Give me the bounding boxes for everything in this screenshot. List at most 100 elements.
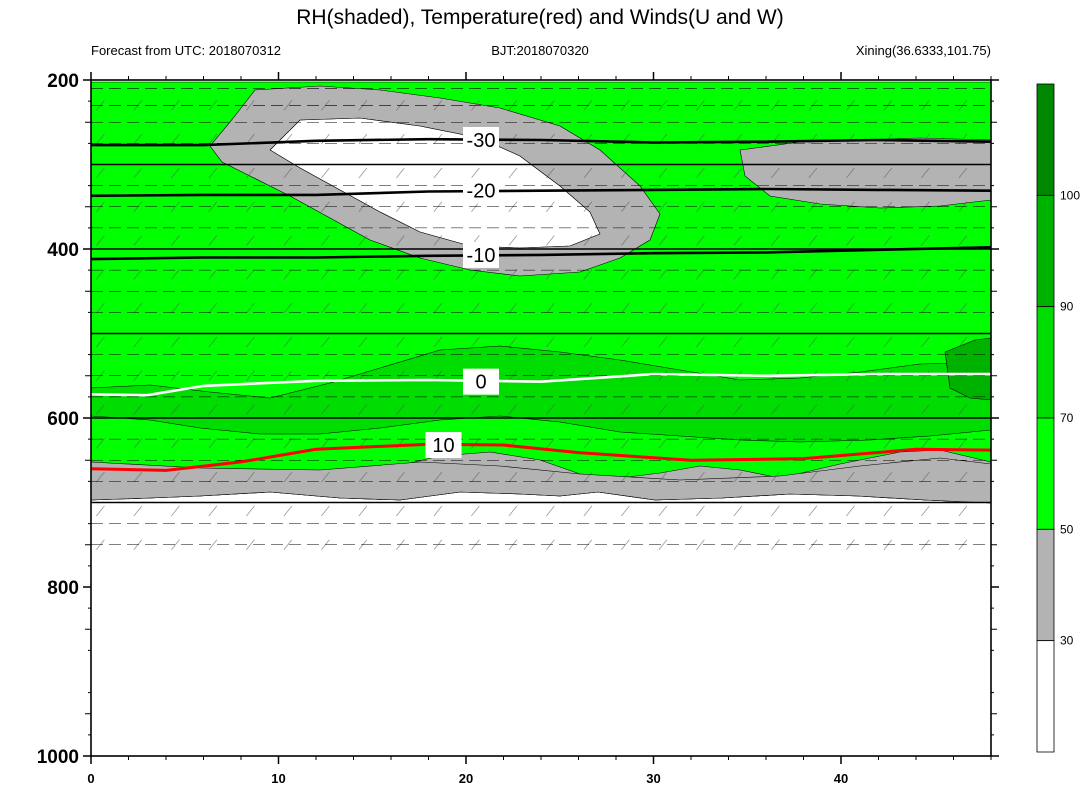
rh-region-gray-upper [209,85,661,277]
wind-barb [321,167,330,179]
wind-barb [583,302,593,314]
wind-barb [621,269,630,280]
wind-barb [246,235,255,246]
wind-barb [246,167,255,179]
contour-label-0: 0 [463,368,499,395]
wind-barb [358,404,368,415]
wind-barb [433,471,443,483]
wind-barb [658,201,668,212]
wind-barb [921,269,930,280]
wind-barb [396,505,405,517]
wind-barb [208,370,218,381]
wind-barb [696,167,705,179]
wind-barb [171,235,180,246]
wind-barb [808,302,818,314]
wind-barb [396,404,405,415]
wind-barb [883,505,893,517]
wind-barb [621,302,630,314]
wind-barb [321,235,330,246]
wind-barb [433,505,443,517]
colorbar-swatch [1036,528,1055,642]
wind-barb [883,167,893,179]
rh-region-gray-right [739,137,991,209]
wind-barb [658,370,668,381]
wind-barb [208,133,218,145]
contour-label-text: -10 [467,245,496,267]
wind-barb [133,438,143,449]
wind-barb [171,404,180,415]
wind-barb [733,167,743,179]
contour-label-text: 10 [432,435,454,457]
wind-barb [171,269,180,280]
wind-barb [508,235,518,246]
contour-line--10 [91,246,991,261]
contour-label-box [463,126,499,153]
wind-barb [133,471,143,483]
wind-barb [433,235,443,246]
wind-barb [208,269,218,280]
colorbar-tick-label: 100 [1060,188,1080,202]
wind-barb [96,336,105,348]
wind-barb [583,471,593,483]
wind-barb [808,133,818,145]
subtitle-left: Forecast from UTC: 2018070312 [91,43,281,58]
wind-barb [883,269,893,280]
wind-barb [283,370,293,381]
wind-barb [246,336,255,348]
wind-barb [658,269,668,280]
axes: 200 400 600 800 1000 0 10 20 30 40 [37,71,999,786]
colorbar: 100 90 70 50 30 [1036,83,1080,753]
wind-barb [433,167,443,179]
wind-barb [733,100,743,111]
subtitle-center: BJT:2018070320 [491,43,589,58]
wind-barb [358,302,368,314]
y-tick-label: 200 [47,71,79,92]
wind-barb [583,269,593,280]
contour-label-box [425,432,462,459]
y-tick-label: 800 [47,578,79,599]
wind-barb [471,302,480,314]
wind-barb [96,167,105,179]
wind-barb [433,302,443,314]
wind-barb [208,336,218,348]
wind-barb [808,269,818,280]
wind-barb [658,438,668,449]
x-tick-label: 20 [459,771,473,786]
wind-barb [358,269,368,280]
wind-barb [396,235,405,246]
plot-area: -30 -20 -10 0 10 [91,81,991,550]
wind-barb [358,235,368,246]
wind-barb [508,269,518,280]
wind-barb [471,404,480,415]
wind-barb [508,505,518,517]
wind-barb [246,438,255,449]
wind-barb [808,167,818,179]
wind-barb [696,336,705,348]
wind-barb [133,302,143,314]
wind-barb [658,539,668,550]
wind-barb [546,438,555,449]
wind-barb [96,505,105,517]
temperature-contours: -30 -20 -10 0 10 [91,126,991,472]
wind-barb [171,370,180,381]
wind-barb [771,167,780,179]
wind-barb [171,133,180,145]
pressure-level-lines [91,88,991,546]
wind-barb [921,235,930,246]
wind-barb [696,438,705,449]
wind-barb [171,336,180,348]
wind-barb [283,302,293,314]
wind-barb [883,404,893,415]
wind-barb [133,235,143,246]
rh-region-100 [944,337,991,401]
y-tick-label: 600 [47,409,79,430]
wind-barb [771,269,780,280]
wind-barb [171,201,180,212]
colorbar-swatch [1036,194,1055,308]
rh-region-gray-surface [91,457,991,504]
wind-barb [283,167,293,179]
x-tick-label: 40 [834,771,848,786]
wind-barb [358,505,368,517]
wind-barb [321,336,330,348]
wind-barb [321,471,330,483]
